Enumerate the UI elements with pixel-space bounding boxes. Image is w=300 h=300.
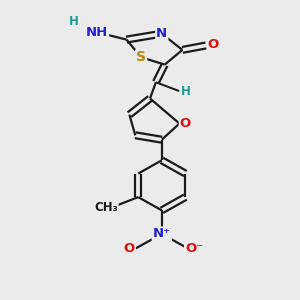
Text: N⁺: N⁺ (153, 227, 171, 240)
Text: N: N (156, 27, 167, 40)
Text: S: S (136, 50, 146, 64)
Text: O: O (124, 242, 135, 255)
Text: O⁻: O⁻ (185, 242, 203, 255)
Text: H: H (180, 85, 190, 98)
Text: H: H (68, 15, 78, 28)
Text: O: O (180, 117, 191, 130)
Text: NH: NH (86, 26, 108, 39)
Text: O: O (208, 38, 219, 50)
Text: CH₃: CH₃ (94, 201, 118, 214)
